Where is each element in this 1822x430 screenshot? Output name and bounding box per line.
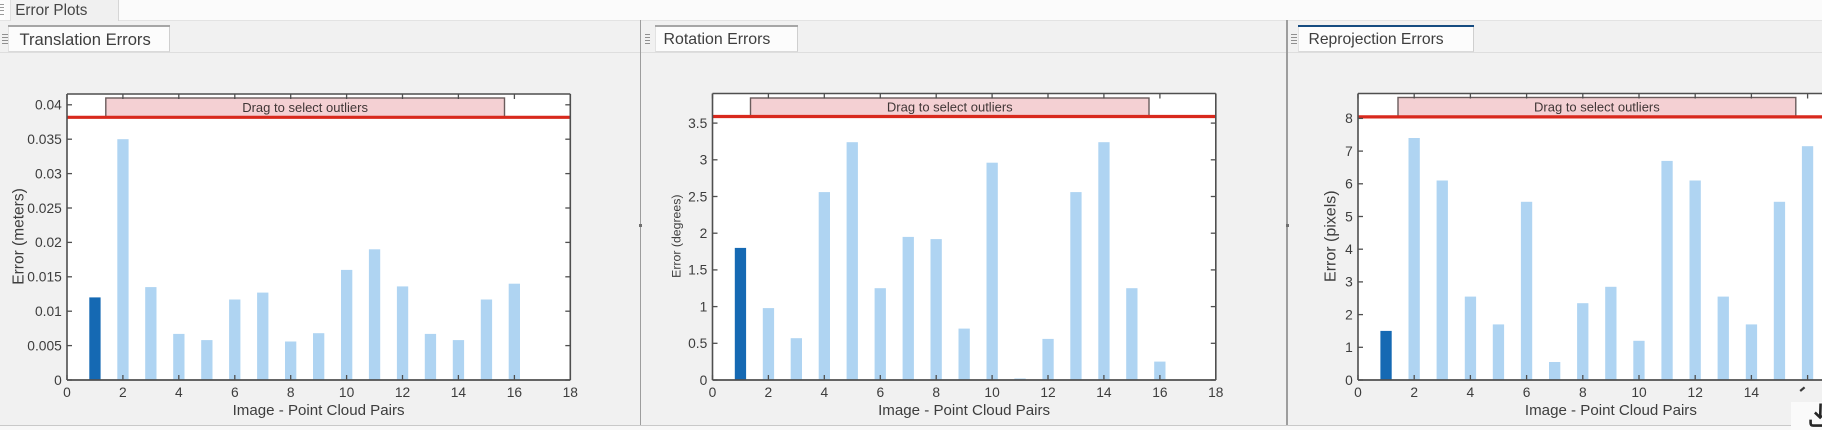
svg-text:3: 3 [700,153,708,168]
svg-text:6: 6 [1523,385,1531,400]
svg-text:0.5: 0.5 [688,336,708,351]
svg-text:18: 18 [563,385,579,400]
svg-text:2: 2 [119,385,127,400]
svg-text:2.5: 2.5 [688,189,708,204]
svg-text:1: 1 [1345,340,1353,355]
svg-text:4: 4 [820,385,828,400]
svg-text:12: 12 [1040,385,1055,400]
svg-text:2: 2 [1410,385,1418,400]
svg-text:10: 10 [339,385,355,400]
svg-text:6: 6 [231,385,239,400]
svg-text:8: 8 [1345,111,1353,126]
svg-text:7: 7 [1345,144,1353,159]
svg-text:0.02: 0.02 [35,235,62,250]
svg-text:Image - Point Cloud Pairs: Image - Point Cloud Pairs [878,402,1050,419]
svg-text:1.5: 1.5 [688,263,708,278]
svg-text:3.5: 3.5 [688,116,708,131]
svg-text:Drag to select outliers: Drag to select outliers [1534,100,1660,115]
svg-text:14: 14 [1744,385,1760,400]
svg-text:2: 2 [1345,307,1353,322]
svg-text:Error (degrees): Error (degrees) [670,195,684,278]
svg-text:10: 10 [984,385,1000,400]
svg-text:Image - Point Cloud Pairs: Image - Point Cloud Pairs [1525,402,1697,419]
svg-text:2: 2 [765,385,773,400]
svg-text:0.01: 0.01 [35,304,62,319]
svg-text:4: 4 [175,385,183,400]
svg-text:0: 0 [1354,385,1362,400]
svg-text:0.005: 0.005 [27,338,62,353]
svg-text:12: 12 [1688,385,1703,400]
svg-text:Error (pixels): Error (pixels) [1323,190,1340,282]
svg-text:14: 14 [1096,385,1112,400]
svg-text:0: 0 [709,385,717,400]
svg-text:3: 3 [1345,275,1353,290]
svg-text:0.025: 0.025 [27,201,62,216]
svg-text:10: 10 [1631,385,1647,400]
svg-text:1: 1 [700,299,708,314]
svg-text:0: 0 [63,385,71,400]
svg-text:0: 0 [54,373,62,388]
svg-text:0.035: 0.035 [27,132,62,147]
svg-text:0: 0 [1345,373,1353,388]
svg-text:Drag to select outliers: Drag to select outliers [887,100,1013,115]
svg-text:16: 16 [1152,385,1168,400]
svg-text:0: 0 [700,373,708,388]
svg-text:6: 6 [876,385,884,400]
svg-text:2: 2 [700,226,708,241]
svg-text:4: 4 [1467,385,1475,400]
svg-text:14: 14 [451,385,467,400]
svg-text:Image - Point Cloud Pairs: Image - Point Cloud Pairs [233,402,405,419]
svg-text:Error (meters): Error (meters) [11,188,28,284]
svg-text:16: 16 [507,385,523,400]
svg-text:5: 5 [1345,209,1353,224]
svg-text:4: 4 [1345,242,1353,257]
svg-text:0.03: 0.03 [35,166,62,181]
svg-text:8: 8 [287,385,295,400]
svg-text:0.04: 0.04 [35,98,62,113]
svg-text:6: 6 [1345,177,1353,192]
svg-text:0.015: 0.015 [27,270,62,285]
svg-text:Drag to select outliers: Drag to select outliers [242,100,368,115]
svg-text:8: 8 [932,385,940,400]
svg-text:12: 12 [395,385,410,400]
svg-text:18: 18 [1208,385,1224,400]
svg-text:8: 8 [1579,385,1587,400]
